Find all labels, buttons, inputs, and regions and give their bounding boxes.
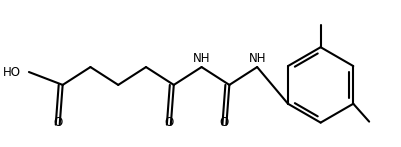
Text: NH: NH <box>248 52 266 65</box>
Text: O: O <box>220 116 229 129</box>
Text: O: O <box>53 116 62 129</box>
Text: HO: HO <box>3 66 21 78</box>
Text: O: O <box>164 116 174 129</box>
Text: NH: NH <box>193 52 210 65</box>
